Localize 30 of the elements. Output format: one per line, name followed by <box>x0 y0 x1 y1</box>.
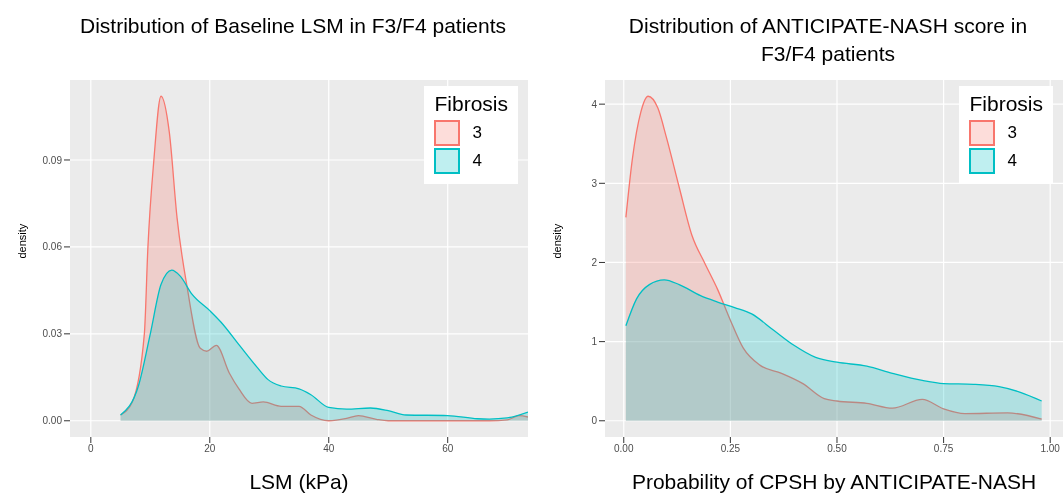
x-tick-label: 0.00 <box>614 443 634 455</box>
y-tick-label: 1 <box>591 336 598 348</box>
x-tick-label: 1.00 <box>1040 443 1061 455</box>
chart-title: Distribution of ANTICIPATE-NASH score in F3/F4 patients <box>627 13 1029 67</box>
legend-label: 4 <box>1007 151 1017 171</box>
y-tick-label: 0 <box>591 415 598 427</box>
legend-label: 4 <box>472 151 482 171</box>
y-tick-label: 4 <box>591 98 598 110</box>
x-tick-label: 40 <box>323 443 335 455</box>
legend-title: Fibrosis <box>969 92 1043 116</box>
x-tick-label: 0 <box>88 443 95 455</box>
legend-title: Fibrosis <box>434 92 508 116</box>
x-tick-label: 60 <box>442 443 454 455</box>
y-tick-label: 3 <box>591 177 598 189</box>
y-tick-label: 0.09 <box>42 154 63 166</box>
y-axis-title: density <box>550 223 563 259</box>
x-tick-label: 0.25 <box>720 443 741 455</box>
x-axis-title: LSM (kPa) <box>249 470 349 493</box>
y-tick-label: 0.00 <box>42 415 63 427</box>
legend-label: 3 <box>472 123 482 143</box>
y-tick-label: 0.03 <box>42 328 63 340</box>
y-tick-label: 0.06 <box>42 241 63 253</box>
chart-title: Distribution of Baseline LSM in F3/F4 patients <box>78 13 507 39</box>
x-axis-title: Probability of CPSH by ANTICIPATE-NASH <box>631 470 1037 493</box>
legend-label: 3 <box>1007 123 1017 143</box>
y-tick-label: 2 <box>591 257 598 269</box>
x-tick-label: 0.75 <box>933 443 954 455</box>
x-tick-label: 0.50 <box>827 443 848 455</box>
y-axis-title: density <box>15 223 28 259</box>
x-tick-label: 20 <box>204 443 216 455</box>
